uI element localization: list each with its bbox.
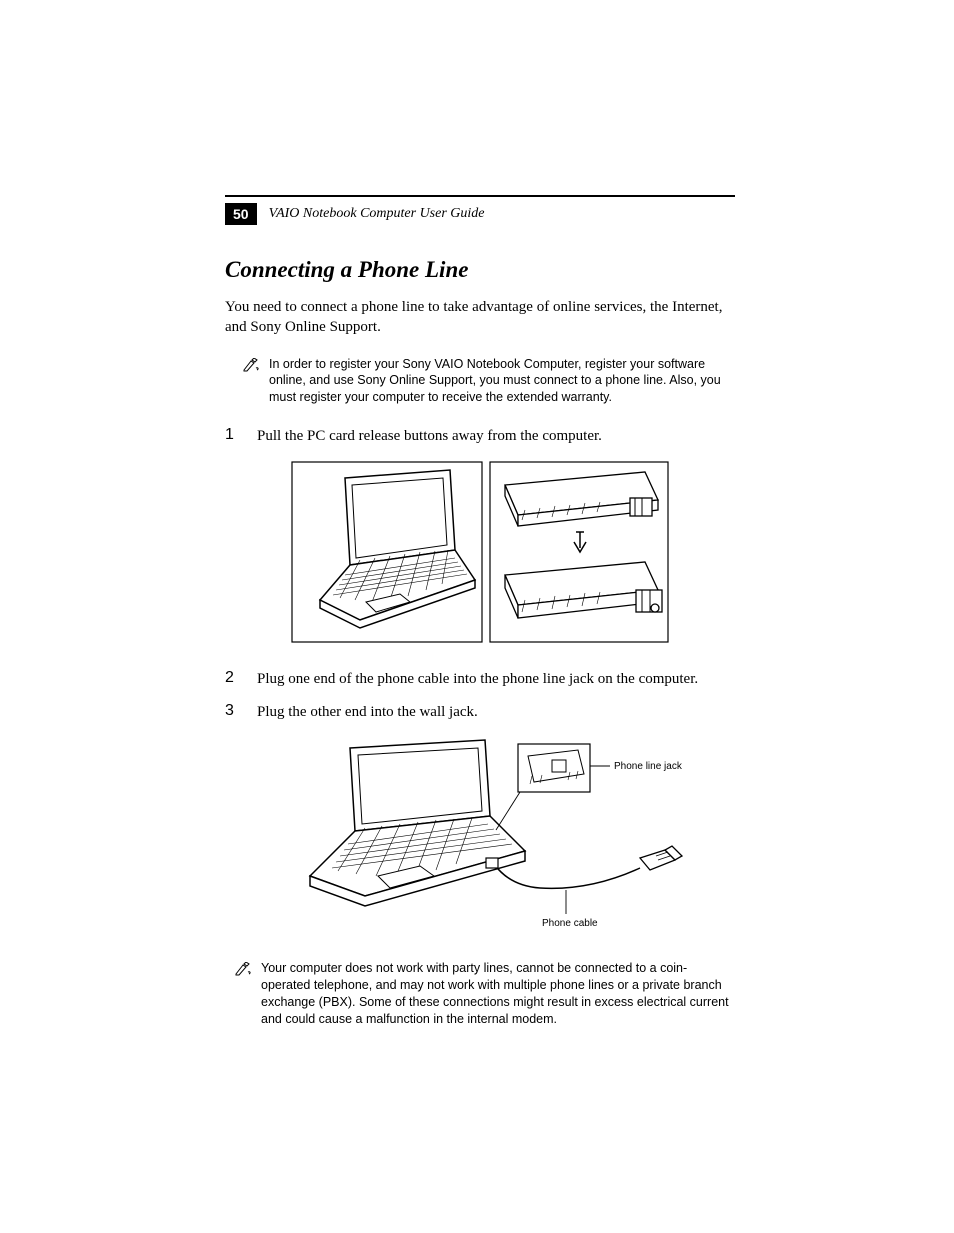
note-text: In order to register your Sony VAIO Note…	[269, 356, 735, 407]
step-text: Plug the other end into the wall jack.	[257, 702, 478, 722]
jack-label: Phone line jack	[614, 761, 683, 772]
section-title: Connecting a Phone Line	[225, 257, 735, 283]
intro-paragraph: You need to connect a phone line to take…	[225, 297, 735, 338]
step-text: Pull the PC card release buttons away fr…	[257, 426, 602, 446]
header-rule	[225, 195, 735, 197]
page-content: 50 VAIO Notebook Computer User Guide Con…	[225, 195, 735, 1027]
running-header: 50 VAIO Notebook Computer User Guide	[225, 203, 735, 225]
step-number: 2	[225, 669, 239, 689]
step-number: 1	[225, 426, 239, 446]
note-block-1: In order to register your Sony VAIO Note…	[225, 356, 735, 407]
page-number-box: 50	[225, 203, 257, 225]
guide-title: VAIO Notebook Computer User Guide	[269, 206, 485, 222]
note-text: Your computer does not work with party l…	[261, 960, 735, 1028]
step-1: 1 Pull the PC card release buttons away …	[225, 426, 735, 446]
laptop-phone-cable-illustration: Phone line jack Phone cable	[270, 736, 690, 936]
step-3: 3 Plug the other end into the wall jack.	[225, 702, 735, 722]
figure-2: Phone line jack Phone cable	[225, 736, 735, 936]
laptop-pccard-illustration	[290, 460, 670, 645]
step-text: Plug one end of the phone cable into the…	[257, 669, 698, 689]
figure-1	[225, 460, 735, 645]
note-block-2: Your computer does not work with party l…	[225, 960, 735, 1028]
pencil-note-icon	[243, 358, 261, 407]
cable-label: Phone cable	[542, 918, 598, 929]
step-2: 2 Plug one end of the phone cable into t…	[225, 669, 735, 689]
step-number: 3	[225, 702, 239, 722]
pencil-note-icon	[235, 962, 253, 1028]
